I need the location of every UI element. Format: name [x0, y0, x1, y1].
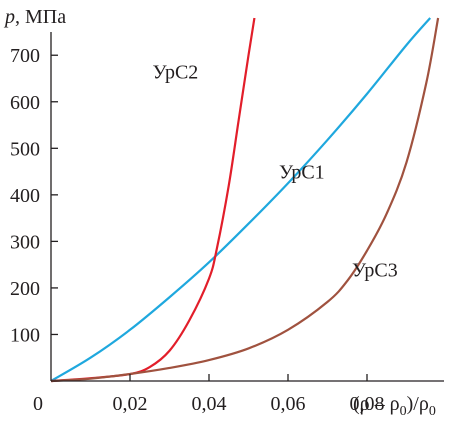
y-tick-label: 500 — [10, 138, 40, 160]
series-label: УрС3 — [352, 259, 398, 281]
series-label: УрС1 — [279, 162, 325, 184]
x-axis-title: (ρ – ρ0)/ρ0 — [353, 393, 436, 417]
series-line-урс3 — [50, 17, 440, 383]
y-axis-title: p, МПа — [3, 6, 66, 28]
x-axis-title-part: )/ρ — [407, 393, 429, 415]
x-tick-label: 0,04 — [192, 393, 227, 415]
chart-axes — [50, 32, 444, 382]
x-axis-title-subscript: 0 — [400, 404, 407, 417]
chart-annotations: УрС2 УрС1 УрС3 — [153, 62, 398, 282]
y-tick-label: 200 — [10, 278, 40, 300]
x-tick-label: 0,08 — [350, 393, 385, 415]
y-tick-label: 700 — [10, 45, 40, 67]
chart-tick-labels: 100 200 300 400 500 600 700 0 0,02 0,04 0,06 0,08 — [10, 45, 385, 415]
y-tick-label: 100 — [10, 324, 40, 346]
y-axis-variable: p — [3, 6, 15, 28]
chart-curves — [50, 17, 440, 383]
x-axis-title-subscript: 0 — [429, 404, 436, 417]
y-tick-label: 400 — [10, 185, 40, 207]
series-label: УрС2 — [153, 62, 199, 84]
x-tick-label: 0 — [33, 393, 43, 415]
x-tick-label: 0,02 — [113, 393, 148, 415]
chart-ticks — [51, 54, 368, 381]
x-tick-label: 0,06 — [271, 393, 306, 415]
y-axis-unit: , МПа — [15, 6, 66, 28]
series-line-урс1 — [50, 17, 432, 382]
y-tick-label: 300 — [10, 231, 40, 253]
x-axis-title-part: (ρ – ρ — [353, 393, 400, 415]
y-tick-label: 600 — [10, 92, 40, 114]
